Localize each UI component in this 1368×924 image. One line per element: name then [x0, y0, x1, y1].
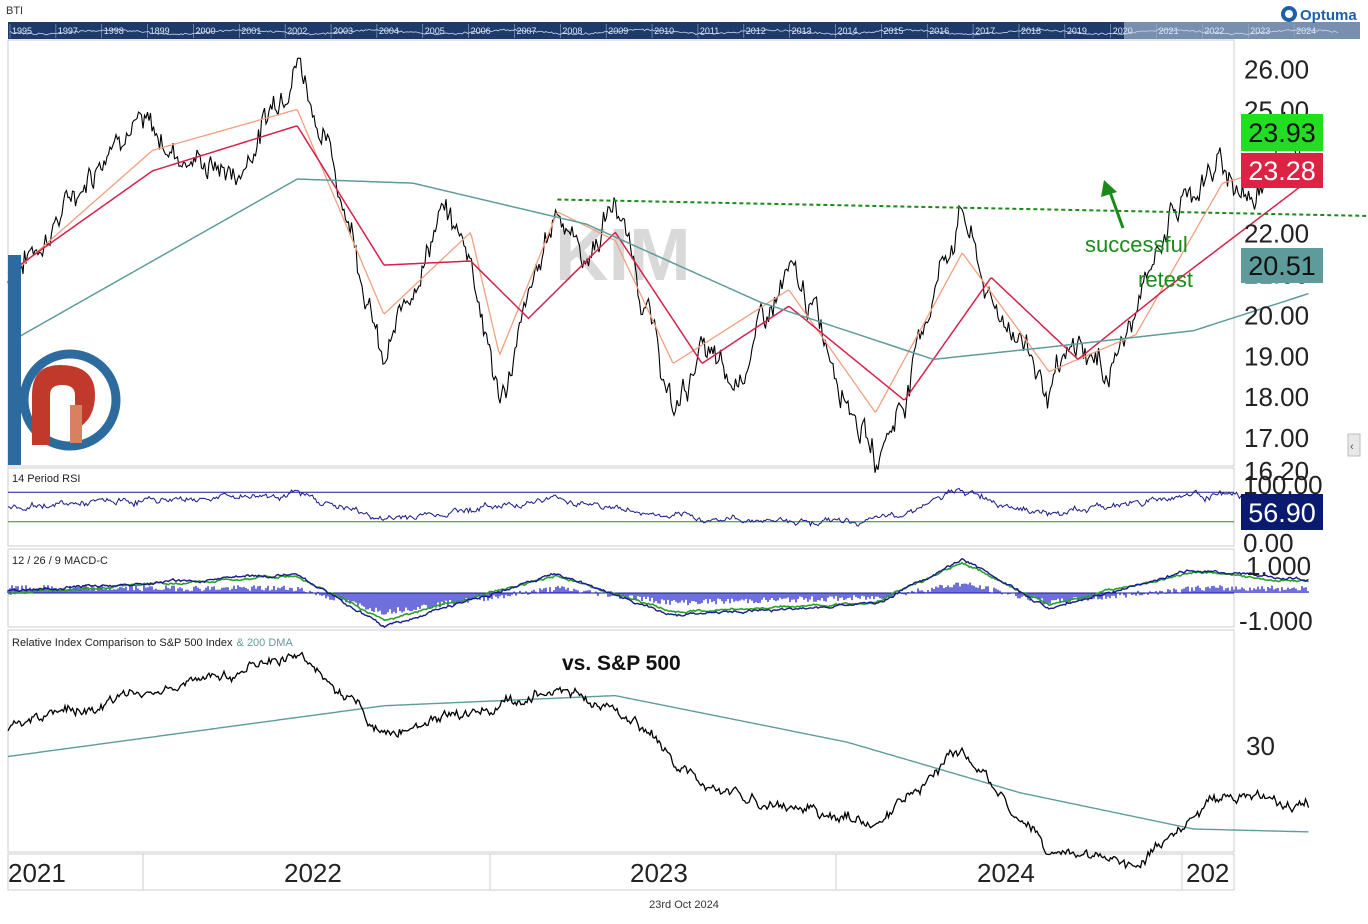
rsi-tick-low: 0.00 — [1243, 528, 1294, 558]
annotation-arrow-head — [1101, 180, 1117, 197]
overview-line — [9, 28, 1339, 36]
overview-year: 2024 — [1296, 26, 1316, 36]
overview-year: 2014 — [838, 26, 858, 36]
macd-tick-low: -1.000 — [1239, 606, 1313, 636]
time-tick: 2021 — [8, 858, 66, 888]
rsi-panel — [7, 467, 1235, 547]
watermark: KIM — [555, 213, 691, 296]
overview-year: 2004 — [379, 26, 399, 36]
price-tick: 18.00 — [1244, 382, 1309, 412]
time-tick: 202 — [1186, 858, 1229, 888]
brand-logo — [8, 255, 121, 465]
relative-tick: 30 — [1246, 731, 1275, 761]
slow-ma-label: 20.51 — [1248, 251, 1316, 281]
price-tick: 16.20 — [1244, 456, 1309, 486]
overview-year: 1899 — [150, 26, 170, 36]
overview-bar — [8, 22, 1360, 39]
price-series-2 — [7, 125, 1309, 401]
relative-ratio-line — [7, 651, 1310, 870]
time-tick: 2022 — [284, 858, 342, 888]
time-tick: 2024 — [977, 858, 1035, 888]
logo-mark-orange — [70, 405, 82, 443]
macd-signal-line — [7, 561, 1309, 622]
rsi-line — [7, 487, 1309, 527]
footer-date: 23rd Oct 2024 — [649, 899, 719, 911]
overview-strip[interactable]: 1995 1997 1998 1899 2000 2001 2002 2003 2004 2005… — [8, 22, 1360, 39]
overview-year: 2023 — [1250, 26, 1270, 36]
chevron-left-icon: ‹ — [1350, 441, 1354, 453]
time-tick: 2023 — [630, 858, 688, 888]
rsi-value-label: 56.90 — [1241, 494, 1323, 530]
optuma-logo: Optuma — [1281, 6, 1357, 24]
value-label-slow-ma: 20.51 — [1241, 248, 1323, 283]
overview-year: 2018 — [1021, 26, 1041, 36]
overview-year: 2000 — [195, 26, 215, 36]
panel-scroll-handle[interactable]: ‹ — [1347, 433, 1361, 457]
logo-ring — [19, 349, 121, 451]
overview-year: 1998 — [104, 26, 124, 36]
overview-year: 1995 — [12, 26, 32, 36]
price-tick: 17.00 — [1244, 423, 1309, 453]
overview-year: 2012 — [746, 26, 766, 36]
overview-year: 2008 — [562, 26, 582, 36]
value-label-mid-ma: 23.28 — [1241, 153, 1323, 188]
overview-year: 2017 — [975, 26, 995, 36]
logo-mark-red — [32, 365, 95, 445]
macd-title: 12 / 26 / 9 MACD-C — [12, 555, 108, 567]
relative-dma-line — [7, 695, 1309, 833]
overview-year: 2002 — [287, 26, 307, 36]
price-tick: 22.00 — [1244, 218, 1309, 248]
rsi-title: 14 Period RSI — [12, 473, 80, 485]
overview-year: 1997 — [58, 26, 78, 36]
overview-year: 2020 — [1113, 26, 1133, 36]
overview-year: 2022 — [1204, 26, 1224, 36]
annotation-line-2: retest — [1138, 267, 1193, 292]
relative-annotation: vs. S&P 500 — [562, 652, 681, 675]
brand-name: Optuma — [1300, 7, 1357, 24]
mid-ma-label: 23.28 — [1248, 156, 1316, 186]
overview-year: 2006 — [471, 26, 491, 36]
overview-year: 2005 — [425, 26, 445, 36]
retest-annotation: successful retest — [1085, 180, 1193, 292]
overview-year: 2009 — [608, 26, 628, 36]
macd-tick-high: 1.000 — [1246, 551, 1311, 581]
overview-year: 2015 — [883, 26, 903, 36]
price-tick: 19.00 — [1244, 341, 1309, 371]
overview-year: 2011 — [700, 26, 719, 36]
overview-selection[interactable] — [1124, 22, 1360, 39]
trendline — [557, 198, 1368, 217]
value-label-price: 23.93 — [1241, 114, 1323, 151]
price-panel — [7, 39, 1235, 467]
macd-line — [7, 557, 1309, 629]
macd-histogram — [7, 582, 1309, 615]
price-tick: 20.00 — [1244, 300, 1309, 330]
overview-year: 2013 — [792, 26, 812, 36]
logo-stem — [8, 255, 21, 465]
annotation-line-1: successful — [1085, 232, 1188, 257]
price-tick: 26.00 — [1244, 54, 1309, 84]
price-series-1 — [7, 109, 1309, 413]
price-last-label: 23.93 — [1248, 118, 1316, 148]
overview-year: 2019 — [1067, 26, 1087, 36]
price-series-0 — [7, 57, 1310, 473]
symbol-label: BTI — [6, 5, 23, 17]
time-axis: 2021 2022 2023 2024 202 — [8, 854, 1229, 890]
overview-year: 2003 — [333, 26, 353, 36]
relative-panel — [7, 629, 1235, 853]
macd-panel — [7, 548, 1235, 628]
overview-year: 2001 — [241, 26, 261, 36]
rsi-last-label: 56.90 — [1248, 498, 1316, 528]
time-axis-panel — [7, 853, 1235, 891]
overview-year: 2016 — [929, 26, 949, 36]
annotation-arrow-shaft — [1108, 191, 1125, 229]
price-series-3 — [7, 178, 1309, 361]
relative-title: Relative Index Comparison to S&P 500 Ind… — [12, 637, 293, 649]
overview-year: 2021 — [1159, 26, 1179, 36]
